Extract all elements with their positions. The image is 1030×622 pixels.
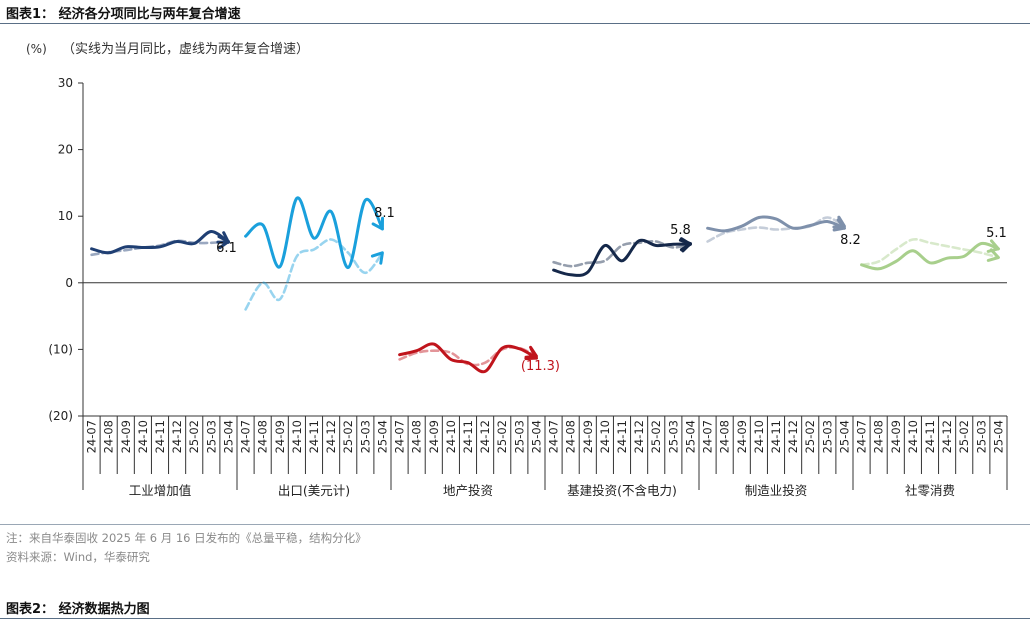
series-solid-line xyxy=(860,241,1000,271)
y-tick-label: 20 xyxy=(58,143,73,157)
month-tick-label: 25-03 xyxy=(512,420,526,453)
month-tick-label: 24-09 xyxy=(427,420,441,453)
month-tick-label: 25-02 xyxy=(341,420,355,453)
month-tick-label: 25-02 xyxy=(649,420,663,453)
month-tick-label: 24-09 xyxy=(735,420,749,453)
month-tick-label: 24-07 xyxy=(547,420,561,453)
month-tick-label: 24-10 xyxy=(290,420,304,453)
month-tick-label: 25-04 xyxy=(837,420,851,453)
month-tick-label: 24-10 xyxy=(444,420,458,453)
series-solid-line xyxy=(244,196,384,270)
month-tick-label: 24-12 xyxy=(786,420,800,453)
month-tick-label: 24-07 xyxy=(85,420,99,453)
chart-subtitle: （实线为当月同比，虚线为两年复合增速） xyxy=(62,42,309,57)
month-tick-label: 25-04 xyxy=(221,420,235,453)
month-tick-label: 25-04 xyxy=(529,420,543,453)
series-solid-arrow xyxy=(832,218,846,232)
month-tick-label: 24-10 xyxy=(598,420,612,453)
y-tick-label: 10 xyxy=(58,209,73,223)
series-solid-line xyxy=(90,230,230,255)
chart: (%) （实线为当月同比，虚线为两年复合增速） 30 20 10 0 (10) (20) 2… xyxy=(26,42,1008,498)
series-end-label: 5.1 xyxy=(986,226,1007,241)
month-tick-label: 24-10 xyxy=(906,420,920,453)
series-end-label: 6.1 xyxy=(216,241,237,256)
series-dashed-line xyxy=(860,237,1000,267)
month-tick-label: 24-11 xyxy=(153,420,167,453)
series-end-label: 8.1 xyxy=(374,206,395,221)
category-group-label: 基建投资(不含电力) xyxy=(567,483,677,498)
month-tick-label: 24-12 xyxy=(478,420,492,453)
month-tick-label: 24-12 xyxy=(632,420,646,453)
series-solid-arrow xyxy=(524,347,538,361)
month-tick-label: 25-02 xyxy=(187,420,201,453)
category-group-label: 社零消费 xyxy=(905,483,955,498)
month-tick-label: 25-02 xyxy=(495,420,509,453)
notes-rule xyxy=(0,524,1030,525)
month-tick-label: 25-04 xyxy=(991,420,1005,453)
month-tick-label: 24-10 xyxy=(752,420,766,453)
month-tick-label: 25-03 xyxy=(666,420,680,453)
month-tick-label: 24-08 xyxy=(872,420,886,453)
month-tick-label: 25-03 xyxy=(974,420,988,453)
month-tick-label: 24-08 xyxy=(564,420,578,453)
month-tick-label: 24-08 xyxy=(102,420,116,453)
series-solid-line xyxy=(398,342,538,374)
month-tick-label: 24-11 xyxy=(923,420,937,453)
month-tick-label: 25-02 xyxy=(957,420,971,453)
series-dashed-arrow xyxy=(986,248,1000,262)
series-end-label: (11.3) xyxy=(521,359,560,374)
series-end-label: 8.2 xyxy=(840,233,861,248)
y-tick-label: 0 xyxy=(65,276,73,290)
month-tick-label: 25-02 xyxy=(803,420,817,453)
month-tick-label: 25-03 xyxy=(204,420,218,453)
month-tick-label: 24-11 xyxy=(769,420,783,453)
month-tick-label: 25-03 xyxy=(358,420,372,453)
month-tick-label: 24-12 xyxy=(324,420,338,453)
month-tick-label: 24-07 xyxy=(701,420,715,453)
month-tick-label: 24-11 xyxy=(461,420,475,453)
month-tick-label: 24-08 xyxy=(256,420,270,453)
month-tick-label: 24-09 xyxy=(581,420,595,453)
series-dashed-line xyxy=(552,239,692,268)
chart-note: 注：来自华泰固收 2025 年 6 月 16 日发布的《总量平稳，结构分化》 xyxy=(6,531,367,545)
month-tick-label: 24-12 xyxy=(170,420,184,453)
y-tick-label: (10) xyxy=(48,342,73,356)
month-tick-label: 25-04 xyxy=(375,420,389,453)
month-tick-label: 24-12 xyxy=(940,420,954,453)
series-solid-arrow xyxy=(986,239,1000,253)
category-group-label: 地产投资 xyxy=(443,483,493,498)
month-tick-label: 25-03 xyxy=(820,420,834,453)
title-rule-top xyxy=(0,23,1030,24)
series-solid-line xyxy=(706,215,846,233)
month-tick-label: 24-09 xyxy=(889,420,903,453)
y-unit-label: (%) xyxy=(26,42,47,56)
month-tick-label: 24-10 xyxy=(136,420,150,453)
series-end-label: 5.8 xyxy=(670,223,691,238)
month-tick-label: 24-11 xyxy=(307,420,321,453)
figure-2-rule xyxy=(0,618,1030,619)
series-solid-line xyxy=(552,238,692,277)
y-tick-label: 30 xyxy=(58,76,73,90)
series-solid-arrow xyxy=(679,237,692,252)
month-tick-label: 25-04 xyxy=(683,420,697,453)
category-group-label: 出口(美元计) xyxy=(278,483,350,498)
figure-1-title: 图表1： 经济各分项同比与两年复合增速 xyxy=(6,7,241,22)
category-group-label: 工业增加值 xyxy=(129,483,192,498)
category-group-label: 制造业投资 xyxy=(745,483,808,498)
month-tick-label: 24-09 xyxy=(273,420,287,453)
series-dashed-arrow xyxy=(370,251,384,265)
month-tick-label: 24-08 xyxy=(718,420,732,453)
month-tick-label: 24-08 xyxy=(410,420,424,453)
chart-source: 资料来源：Wind，华泰研究 xyxy=(6,550,150,564)
month-tick-label: 24-07 xyxy=(239,420,253,453)
figure-2-title: 图表2： 经济数据热力图 xyxy=(6,602,150,617)
month-tick-label: 24-07 xyxy=(855,420,869,453)
series-solid-arrow xyxy=(371,216,384,231)
month-tick-label: 24-11 xyxy=(615,420,629,453)
y-tick-label: (20) xyxy=(48,409,73,423)
month-tick-label: 24-07 xyxy=(393,420,407,453)
series-solid-arrow xyxy=(216,231,230,244)
month-tick-label: 24-09 xyxy=(119,420,133,453)
series-dashed-line xyxy=(244,238,384,311)
